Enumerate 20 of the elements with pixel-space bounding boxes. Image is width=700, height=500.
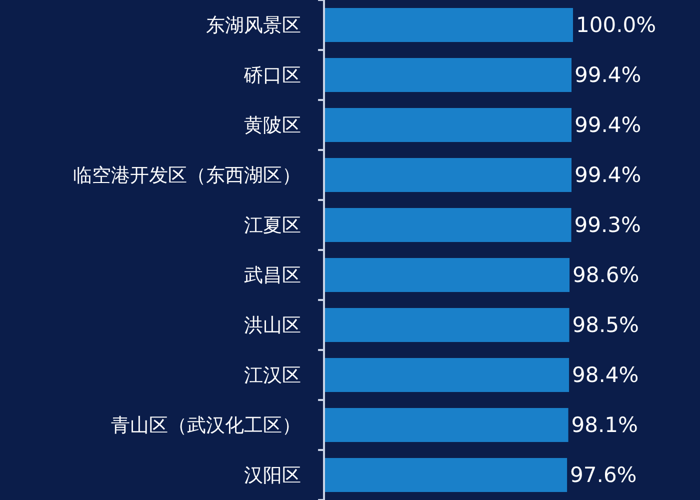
y-tick-label: 黄陂区 — [244, 114, 302, 137]
y-tick-label: 江汉区 — [244, 364, 302, 387]
data-label: 99.4% — [574, 113, 642, 137]
y-tick-label: 汉阳区 — [244, 464, 302, 487]
data-label: 98.1% — [571, 413, 638, 437]
data-label: 97.6% — [570, 463, 637, 487]
y-tick-label: 洪山区 — [244, 314, 302, 337]
data-label: 99.3% — [574, 213, 641, 237]
y-tick-label: 武昌区 — [244, 264, 302, 287]
data-label: 98.5% — [572, 313, 639, 337]
y-tick-label: 东湖风景区 — [206, 14, 302, 37]
y-tick-label: 临空港开发区（东西湖区） — [73, 164, 302, 187]
data-label: 99.4% — [574, 163, 642, 187]
y-tick-label: 江夏区 — [244, 214, 302, 237]
data-label: 98.6% — [572, 263, 640, 287]
y-tick-label: 青山区（武汉化工区） — [111, 414, 302, 437]
data-label: 99.4% — [574, 63, 642, 87]
data-label: 100.0% — [576, 13, 656, 37]
y-tick-label: 硚口区 — [243, 64, 302, 87]
data-label: 98.4% — [572, 363, 639, 387]
